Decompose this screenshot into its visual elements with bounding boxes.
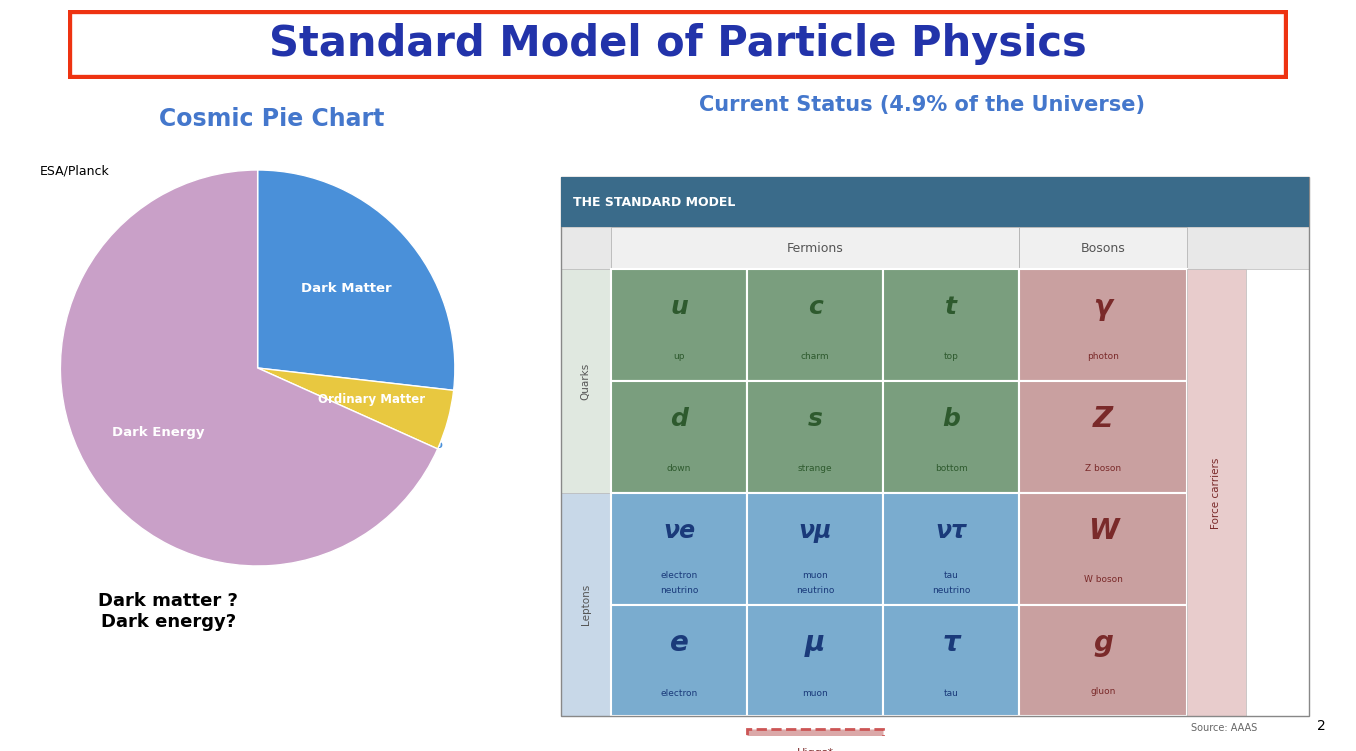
Bar: [883, 270, 1020, 381]
Text: strange: strange: [797, 464, 833, 473]
Text: muon: muon: [803, 689, 829, 698]
Text: tau: tau: [944, 571, 959, 580]
Text: g: g: [1093, 629, 1113, 656]
Bar: [1020, 493, 1186, 605]
Text: μ: μ: [805, 629, 826, 656]
Text: d: d: [670, 407, 687, 431]
Text: up: up: [674, 352, 685, 361]
Text: Higgs*: Higgs*: [796, 748, 834, 751]
Text: Fermions: Fermions: [786, 242, 843, 255]
Text: Standard Model of Particle Physics: Standard Model of Particle Physics: [268, 23, 1088, 65]
Text: Leptons: Leptons: [580, 584, 591, 625]
Text: bottom: bottom: [934, 464, 968, 473]
Bar: [560, 177, 1309, 227]
Text: 68.3%: 68.3%: [389, 436, 442, 451]
Text: electron: electron: [660, 571, 698, 580]
Text: ESA/Planck: ESA/Planck: [39, 164, 108, 177]
Bar: [612, 227, 1020, 270]
Text: u: u: [670, 295, 687, 319]
Bar: [1020, 381, 1186, 493]
Text: Dark Matter: Dark Matter: [301, 282, 392, 295]
Bar: [1186, 270, 1246, 716]
FancyBboxPatch shape: [68, 10, 1288, 79]
Text: THE STANDARD MODEL: THE STANDARD MODEL: [574, 195, 735, 209]
Text: Z: Z: [1093, 405, 1113, 433]
Text: W boson: W boson: [1083, 575, 1123, 584]
Bar: [612, 270, 747, 381]
Text: e: e: [670, 629, 689, 656]
Text: c: c: [808, 295, 823, 319]
Text: Dark Energy: Dark Energy: [113, 426, 205, 439]
Bar: [560, 227, 1309, 270]
Bar: [1020, 227, 1186, 270]
FancyBboxPatch shape: [747, 729, 883, 751]
Wedge shape: [258, 170, 454, 391]
Text: photon: photon: [1088, 352, 1119, 361]
Text: Dark matter ?
Dark energy?: Dark matter ? Dark energy?: [98, 593, 239, 631]
Text: ντ: ντ: [936, 519, 967, 543]
Bar: [747, 381, 883, 493]
Bar: [560, 177, 1309, 716]
Bar: [1020, 605, 1186, 716]
Wedge shape: [61, 170, 438, 566]
Bar: [560, 270, 612, 493]
Text: top: top: [944, 352, 959, 361]
Bar: [747, 493, 883, 605]
Text: s: s: [808, 407, 823, 431]
Text: charm: charm: [801, 352, 830, 361]
Text: νe: νe: [663, 519, 696, 543]
Text: gluon: gluon: [1090, 687, 1116, 696]
Bar: [1020, 270, 1186, 381]
Text: W: W: [1088, 517, 1119, 544]
Text: Source: AAAS: Source: AAAS: [1191, 722, 1257, 733]
Circle shape: [925, 749, 984, 751]
Text: neutrino: neutrino: [932, 586, 971, 595]
Bar: [883, 605, 1020, 716]
Bar: [560, 493, 612, 716]
Text: neutrino: neutrino: [796, 586, 834, 595]
Text: νμ: νμ: [799, 519, 831, 543]
Text: Bosons: Bosons: [1081, 242, 1125, 255]
Bar: [747, 605, 883, 716]
Circle shape: [914, 740, 995, 751]
Text: Current Status (4.9% of the Universe): Current Status (4.9% of the Universe): [700, 95, 1144, 116]
Text: Z boson: Z boson: [1085, 464, 1121, 473]
Text: Cosmic Pie Chart: Cosmic Pie Chart: [159, 107, 384, 131]
Text: 26.8%: 26.8%: [389, 300, 442, 315]
Text: γ: γ: [1093, 294, 1112, 321]
Text: Force carriers: Force carriers: [1211, 457, 1222, 529]
Text: Ordinary Matter: Ordinary Matter: [319, 393, 426, 406]
Text: electron: electron: [660, 689, 698, 698]
Wedge shape: [258, 368, 454, 449]
Text: t: t: [945, 295, 957, 319]
Bar: [612, 381, 747, 493]
Text: 2: 2: [1317, 719, 1326, 733]
Text: b: b: [942, 407, 960, 431]
Bar: [883, 493, 1020, 605]
Text: Quarks: Quarks: [580, 363, 591, 400]
Text: neutrino: neutrino: [660, 586, 698, 595]
Text: 4.9%: 4.9%: [389, 339, 431, 354]
Text: τ: τ: [942, 629, 960, 656]
Text: muon: muon: [803, 571, 829, 580]
Text: down: down: [667, 464, 692, 473]
Bar: [747, 270, 883, 381]
Bar: [612, 493, 747, 605]
Text: tau: tau: [944, 689, 959, 698]
Bar: [883, 381, 1020, 493]
Bar: [612, 605, 747, 716]
